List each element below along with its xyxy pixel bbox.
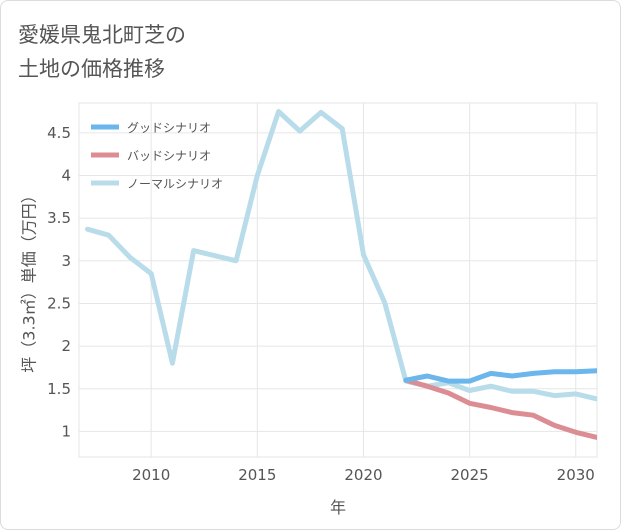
series-line-2 — [85, 109, 597, 402]
x-axis-title: 年 — [330, 498, 346, 517]
series-lines — [85, 109, 597, 440]
series-line-1 — [403, 377, 597, 440]
x-tick-label: 2010 — [132, 466, 170, 484]
y-tick-label: 2 — [61, 337, 71, 355]
y-tick-label: 2.5 — [47, 294, 71, 312]
x-tick-label: 2030 — [557, 466, 595, 484]
y-tick-label: 3.5 — [47, 209, 71, 227]
legend-label: バッドシナリオ — [127, 149, 211, 163]
legend-label: ノーマルシナリオ — [127, 177, 223, 191]
x-tick-label: 2015 — [238, 466, 276, 484]
y-tick-label: 1.5 — [47, 380, 71, 398]
y-tick-label: 1 — [61, 422, 71, 440]
x-tick-label: 2025 — [451, 466, 489, 484]
plot-frame — [78, 102, 598, 458]
y-tick-label: 4 — [61, 167, 71, 185]
x-axis-ticks: 2010 2015 2020 2025 2030 — [132, 466, 595, 484]
grid-lines — [78, 102, 598, 458]
y-tick-label: 3 — [61, 252, 71, 270]
legend-label: グッドシナリオ — [127, 121, 211, 135]
x-tick-label: 2020 — [344, 466, 382, 484]
page-title: 愛媛県鬼北町芝の 土地の価格推移 — [18, 23, 186, 81]
y-tick-label: 4.5 — [47, 124, 71, 142]
y-axis-ticks: 1 1.5 2 2.5 3 3.5 4 4.5 — [47, 124, 71, 441]
y-axis-title: 坪（3.3㎡）単価（万円） — [20, 187, 39, 372]
series-line-0 — [403, 368, 597, 384]
